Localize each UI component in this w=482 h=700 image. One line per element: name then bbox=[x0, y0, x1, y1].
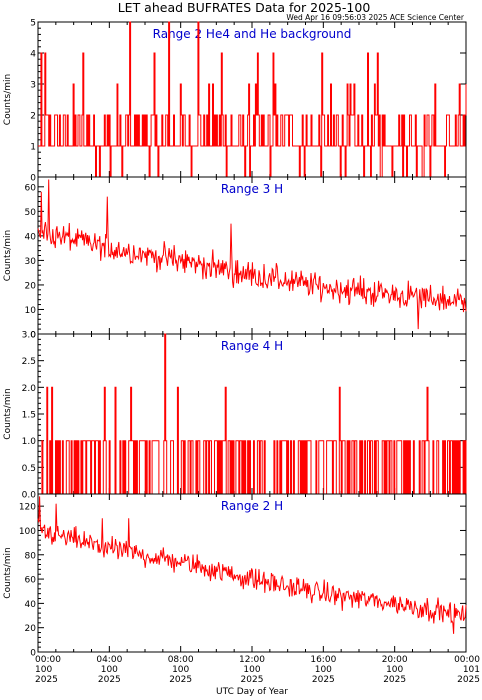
y-tick-label: 2 bbox=[30, 112, 36, 122]
x-tick-time: 00:00 bbox=[35, 655, 61, 665]
x-tick-time: 00:00 bbox=[454, 655, 480, 665]
y-axis-label: Counts/min bbox=[3, 388, 13, 439]
y-tick-label: 1.0 bbox=[22, 437, 37, 447]
series-line-1 bbox=[38, 21, 467, 178]
panel-title: Range 2 H bbox=[221, 499, 283, 513]
panel-title: Range 3 H bbox=[221, 182, 283, 196]
x-tick-day: 101 bbox=[463, 665, 480, 675]
x-tick-time: 08:00 bbox=[168, 655, 194, 665]
y-axis-label: Counts/min bbox=[3, 230, 13, 281]
panel-frame bbox=[37, 493, 467, 653]
x-tick-day: 100 bbox=[101, 665, 118, 675]
y-tick-label: 10 bbox=[25, 306, 37, 316]
x-tick-time: 16:00 bbox=[310, 655, 336, 665]
y-tick-label: 0 bbox=[30, 331, 36, 341]
panel-title: Range 2 He4 and He background bbox=[153, 27, 352, 41]
chart-panels: 0 1 2 3 4 5 Counts/min Range 2 He4 and He backg… bbox=[3, 19, 467, 659]
series-line-1 bbox=[37, 179, 467, 330]
x-tick-year: 2025 bbox=[169, 675, 192, 685]
y-tick-label: 40 bbox=[25, 600, 37, 610]
series-line-1 bbox=[38, 333, 467, 495]
panel-1: 0 1 2 3 4 5 Counts/min Range 2 He4 and He backg… bbox=[3, 19, 467, 184]
y-tick-label: 30 bbox=[25, 257, 37, 267]
x-tick-day: 100 bbox=[386, 665, 403, 675]
y-axis-label: Counts/min bbox=[3, 74, 13, 125]
x-axis: 00:00100202504:00100202508:00100202512:0… bbox=[35, 655, 480, 685]
x-tick-year: 2025 bbox=[457, 675, 480, 685]
x-tick-time: 20:00 bbox=[382, 655, 408, 665]
y-tick-label: 60 bbox=[25, 183, 37, 193]
y-tick-label: 1 bbox=[30, 143, 36, 153]
x-tick-year: 2025 bbox=[312, 675, 335, 685]
y-axis-label: Counts/min bbox=[3, 547, 13, 598]
y-tick-label: 4 bbox=[30, 50, 36, 60]
y-tick-label: 2.0 bbox=[22, 384, 37, 394]
y-tick-label: 0 bbox=[30, 174, 36, 184]
x-tick-day: 100 bbox=[243, 665, 260, 675]
x-tick-year: 2025 bbox=[241, 675, 264, 685]
y-tick-label: 50 bbox=[25, 208, 37, 218]
y-tick-label: 20 bbox=[25, 624, 37, 634]
x-tick-day: 100 bbox=[35, 665, 52, 675]
y-tick-label: 3.0 bbox=[22, 331, 37, 341]
series-line-1 bbox=[37, 496, 467, 634]
y-tick-label: 0.0 bbox=[22, 491, 37, 501]
y-tick-label: 100 bbox=[19, 527, 36, 537]
y-tick-label: 3 bbox=[30, 81, 36, 91]
y-tick-label: 2.5 bbox=[22, 357, 36, 367]
y-tick-label: 60 bbox=[25, 576, 37, 586]
x-tick-year: 2025 bbox=[98, 675, 121, 685]
panel-4: 0 20 40 60 80 100 120 Counts/min Range 2 H bbox=[3, 493, 467, 659]
x-axis-label: UTC Day of Year bbox=[216, 687, 288, 697]
y-tick-label: 0.5 bbox=[22, 464, 36, 474]
panel-2: 0 10 20 30 40 50 60 Counts/min Range 3 H bbox=[3, 176, 467, 341]
y-tick-label: 0 bbox=[30, 649, 36, 659]
y-tick-label: 20 bbox=[25, 281, 37, 291]
panel-3: 0.0 0.5 1.0 1.5 2.0 2.5 3.0 Counts/min Range 4 H bbox=[3, 331, 467, 501]
x-tick-day: 100 bbox=[172, 665, 189, 675]
timestamp-label: Wed Apr 16 09:56:03 2025 ACE Science Cen… bbox=[286, 13, 465, 22]
figure-title: LET ahead BUFRATES Data for 2025-100 bbox=[118, 0, 371, 15]
panel-frame bbox=[37, 21, 467, 178]
x-tick-time: 04:00 bbox=[96, 655, 122, 665]
x-tick-year: 2025 bbox=[35, 675, 58, 685]
y-tick-label: 5 bbox=[30, 19, 36, 29]
x-tick-time: 12:00 bbox=[239, 655, 265, 665]
panel-title: Range 4 H bbox=[221, 339, 283, 353]
y-tick-label: 1.5 bbox=[22, 411, 36, 421]
x-tick-year: 2025 bbox=[383, 675, 406, 685]
x-tick-day: 100 bbox=[315, 665, 332, 675]
panel-frame bbox=[37, 176, 467, 335]
y-tick-label: 120 bbox=[19, 503, 36, 513]
y-tick-label: 40 bbox=[25, 232, 37, 242]
y-tick-label: 80 bbox=[25, 551, 37, 561]
